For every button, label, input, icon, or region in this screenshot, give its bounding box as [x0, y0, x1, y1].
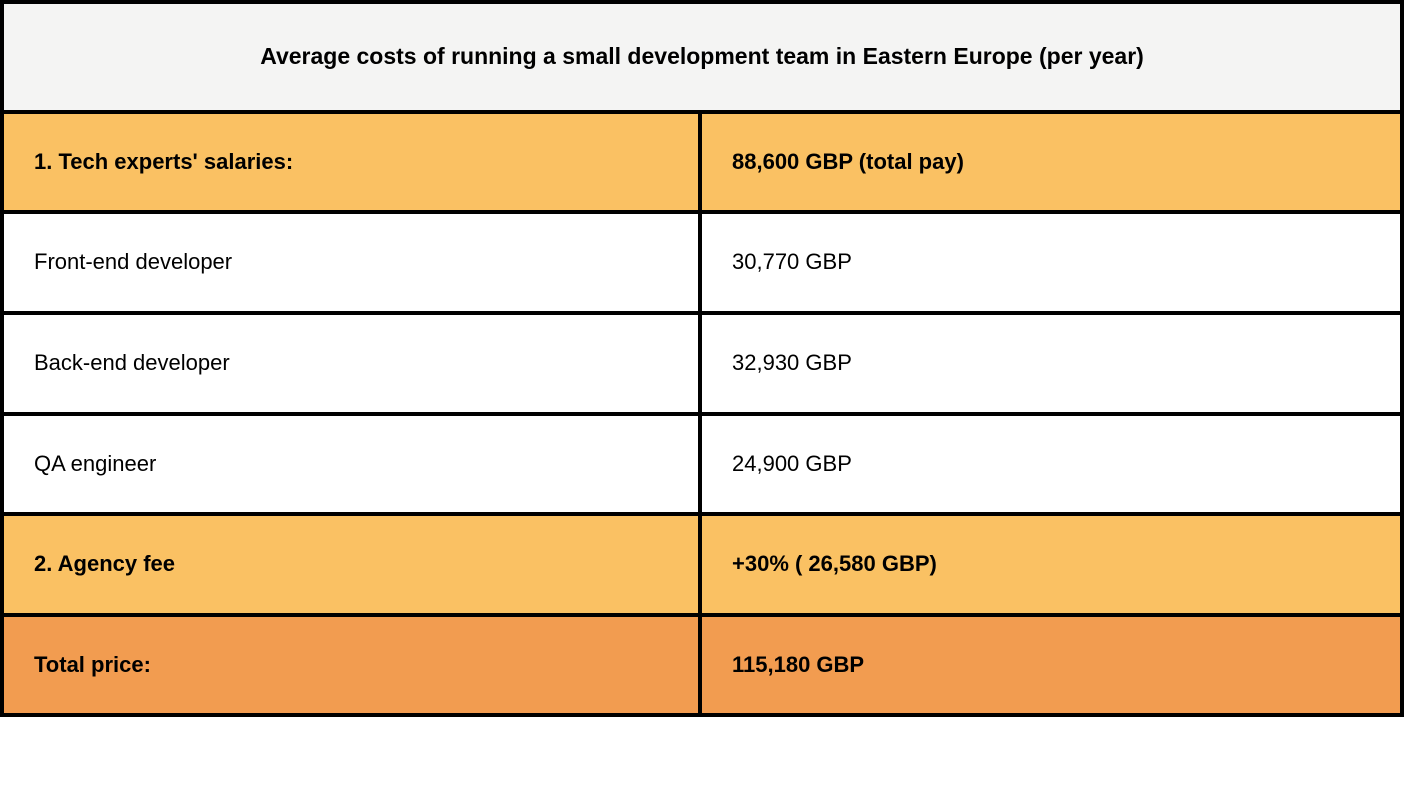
item-label: QA engineer: [4, 416, 702, 517]
section-value: 88,600 GBP (total pay): [702, 114, 1400, 215]
total-row: Total price: 115,180 GBP: [4, 617, 1400, 714]
item-value: 24,900 GBP: [702, 416, 1400, 517]
total-value: 115,180 GBP: [702, 617, 1400, 714]
section-row-salaries: 1. Tech experts' salaries: 88,600 GBP (t…: [4, 114, 1400, 215]
item-row-backend: Back-end developer 32,930 GBP: [4, 315, 1400, 416]
item-value: 30,770 GBP: [702, 214, 1400, 315]
item-row-qa: QA engineer 24,900 GBP: [4, 416, 1400, 517]
item-value: 32,930 GBP: [702, 315, 1400, 416]
section-label: 2. Agency fee: [4, 516, 702, 617]
section-label: 1. Tech experts' salaries:: [4, 114, 702, 215]
table-header-row: Average costs of running a small develop…: [4, 4, 1400, 114]
section-value: +30% ( 26,580 GBP): [702, 516, 1400, 617]
item-label: Front-end developer: [4, 214, 702, 315]
item-row-frontend: Front-end developer 30,770 GBP: [4, 214, 1400, 315]
section-row-agency-fee: 2. Agency fee +30% ( 26,580 GBP): [4, 516, 1400, 617]
total-label: Total price:: [4, 617, 702, 714]
item-label: Back-end developer: [4, 315, 702, 416]
cost-table: Average costs of running a small develop…: [0, 0, 1404, 717]
table-title: Average costs of running a small develop…: [4, 4, 1400, 114]
